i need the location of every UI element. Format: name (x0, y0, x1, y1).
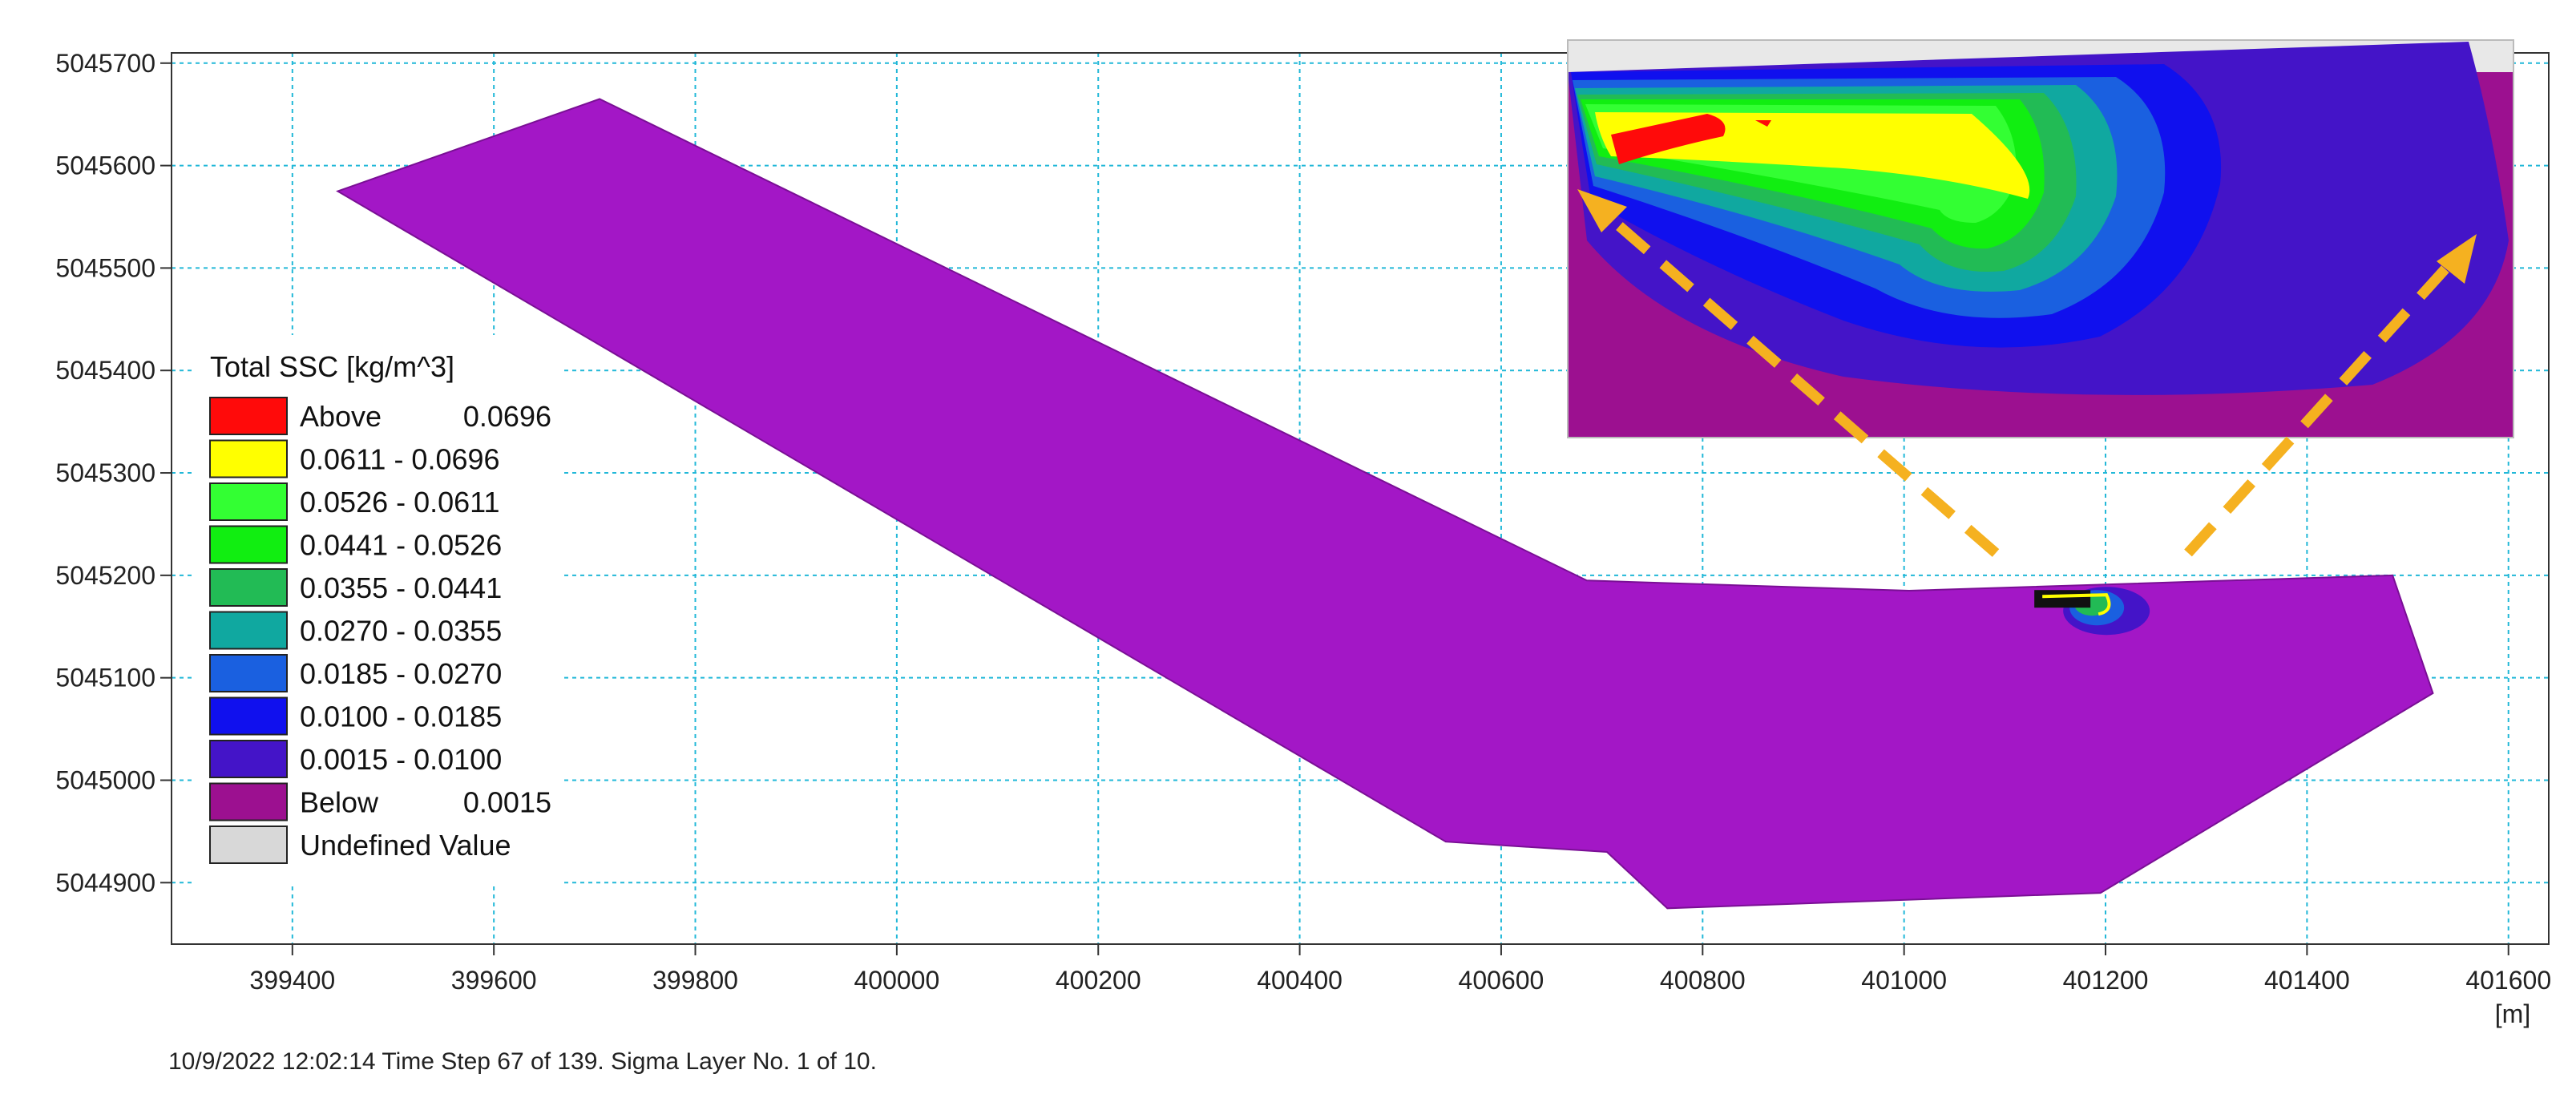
x-tick-label: 401400 (2264, 966, 2350, 995)
x-tick-label: 399400 (249, 966, 335, 995)
legend-title: Total SSC [kg/m^3] (210, 350, 454, 383)
legend-swatch (209, 568, 288, 607)
legend-label: 0.0526 - 0.0611 (300, 486, 500, 519)
axes (171, 52, 2550, 945)
legend-swatch (209, 525, 288, 564)
x-tick-label: 399600 (451, 966, 537, 995)
x-tick-label: 400800 (1660, 966, 1746, 995)
zoom-inset (1567, 39, 2514, 438)
plume-highlight (2042, 593, 2111, 616)
x-axis-ticks: 399400 399600 399800 400000 400200 400400 4006… (249, 944, 2551, 995)
legend-swatch (209, 782, 288, 821)
arrow-left-head (1577, 189, 1627, 232)
arrow-left (1595, 204, 2000, 557)
legend-swatch (209, 611, 288, 650)
legend-label: Above (300, 400, 382, 433)
footer-status: 10/9/2022 12:02:14 Time Step 67 of 139. … (168, 1048, 877, 1075)
y-tick-label: 5045300 (55, 458, 155, 487)
legend-label: 0.0611 - 0.0696 (300, 443, 500, 476)
y-tick-label: 5045500 (55, 253, 155, 282)
legend-label: 0.0015 - 0.0100 (300, 743, 502, 776)
x-tick-label: 399800 (652, 966, 738, 995)
legend-value: 0.0015 (463, 786, 551, 819)
x-tick-label: 400600 (1459, 966, 1544, 995)
legend-swatch (209, 439, 288, 478)
y-tick-label: 5045400 (55, 356, 155, 385)
legend-label: 0.0355 - 0.0441 (300, 571, 502, 604)
y-axis-ticks: 5044900 5045000 5045100 5045200 5045300 50454… (55, 49, 172, 897)
legend-label: 0.0100 - 0.0185 (300, 700, 502, 733)
x-tick-label: 401000 (1861, 966, 1947, 995)
arrow-right-head (2437, 234, 2477, 284)
y-tick-label: 5045000 (55, 765, 155, 794)
legend-label: Below (300, 786, 379, 819)
sediment-plume (2034, 587, 2150, 636)
x-tick-label: 400000 (854, 966, 939, 995)
y-tick-label: 5045200 (55, 561, 155, 590)
legend: Total SSC [kg/m^3] Above 0.0696 0.0611 - 0… (192, 335, 561, 885)
legend-swatch (209, 826, 288, 864)
axes-frame (171, 52, 2550, 945)
legend-label: 0.0270 - 0.0355 (300, 615, 502, 648)
plume-core (2034, 590, 2091, 608)
legend-swatch (209, 482, 288, 521)
legend-swatch (209, 740, 288, 778)
legend-value: 0.0696 (463, 400, 551, 433)
x-tick-label: 400400 (1257, 966, 1343, 995)
x-tick-label: 400200 (1056, 966, 1141, 995)
inset-band-red (1611, 114, 1726, 164)
legend-swatch (209, 654, 288, 692)
x-axis-unit: [m] (2495, 999, 2530, 1028)
zoom-arrows (1577, 189, 2477, 557)
model-domain (336, 98, 2434, 910)
legend-label: 0.0185 - 0.0270 (300, 657, 502, 690)
legend-label: Undefined Value (300, 829, 511, 862)
y-tick-label: 5044900 (55, 868, 155, 897)
legend-label: 0.0441 - 0.0526 (300, 529, 502, 562)
legend-swatch (209, 397, 288, 435)
y-tick-label: 5045600 (55, 151, 155, 180)
y-tick-label: 5045100 (55, 664, 155, 692)
legend-swatch (209, 696, 288, 736)
domain-polygon (336, 98, 2434, 910)
arrow-right (2184, 252, 2461, 557)
x-tick-label: 401600 (2465, 966, 2551, 995)
x-tick-label: 401200 (2063, 966, 2149, 995)
y-tick-label: 5045700 (55, 49, 155, 78)
